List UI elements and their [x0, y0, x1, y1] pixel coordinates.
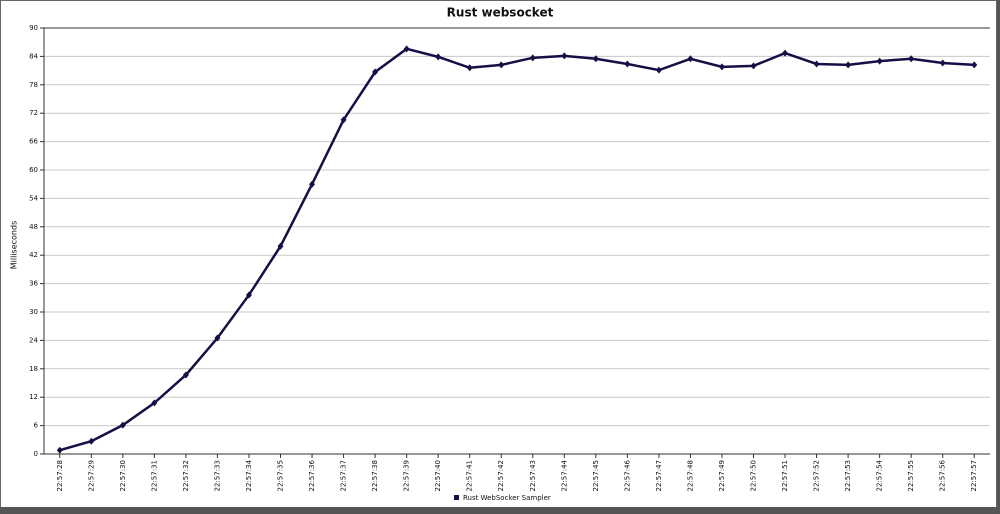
x-tick-label: 22:57:55 [907, 460, 915, 491]
data-point [687, 55, 694, 63]
x-tick-label: 22:57:40 [434, 460, 442, 491]
x-tick-label: 22:57:56 [939, 459, 947, 491]
x-tick-label: 22:57:28 [56, 460, 64, 491]
x-tick-label: 22:57:34 [245, 459, 253, 491]
y-tick-label: 6 [34, 422, 39, 430]
data-point [939, 59, 946, 67]
x-tick-label: 22:57:54 [876, 459, 884, 491]
data-point [876, 57, 883, 65]
y-tick-label: 48 [29, 223, 38, 231]
data-point [971, 61, 978, 69]
bottom-bar [0, 507, 1000, 514]
data-point [718, 63, 725, 71]
data-point [372, 68, 379, 76]
data-point [245, 291, 252, 299]
data-point [592, 55, 599, 63]
x-tick-label: 22:57:49 [718, 460, 726, 491]
x-tick-label: 22:57:50 [750, 460, 758, 491]
data-point [750, 62, 757, 70]
y-tick-label: 66 [29, 138, 38, 146]
x-tick-label: 22:57:52 [813, 460, 821, 491]
y-axis-label: Milliseconds [10, 221, 19, 270]
x-tick-label: 22:57:46 [623, 459, 631, 491]
data-point [655, 66, 662, 74]
y-tick-label: 12 [29, 393, 38, 401]
data-point [403, 45, 410, 53]
x-tick-label: 22:57:33 [213, 460, 221, 491]
x-tick-label: 22:57:57 [970, 460, 978, 491]
data-point [845, 61, 852, 69]
series-line [59, 47, 975, 452]
y-tick-label: 24 [29, 336, 38, 344]
x-tick-label: 22:57:53 [844, 460, 852, 491]
x-tick-label: 22:57:47 [655, 460, 663, 491]
data-point [561, 52, 568, 60]
data-point [813, 60, 820, 68]
y-tick-label: 60 [29, 166, 38, 174]
y-tick-label: 42 [29, 251, 38, 259]
x-tick-label: 22:57:39 [403, 460, 411, 491]
data-point [908, 55, 915, 63]
x-tick-label: 22:57:30 [119, 460, 127, 491]
x-tick-label: 22:57:48 [686, 460, 694, 491]
x-tick-label: 22:57:45 [592, 460, 600, 491]
x-tick-label: 22:57:38 [371, 460, 379, 491]
chart-title: Rust websocket [447, 6, 554, 20]
y-tick-label: 84 [29, 52, 38, 60]
data-point [624, 60, 631, 68]
y-tick-label: 36 [29, 280, 38, 288]
data-point [435, 53, 442, 61]
x-tick-label: 22:57:36 [308, 459, 316, 491]
y-tick-label: 18 [29, 365, 38, 373]
x-tick-label: 22:57:35 [277, 460, 285, 491]
x-tick-label: 22:57:37 [340, 460, 348, 491]
data-point [151, 399, 158, 407]
y-tick-label: 72 [29, 109, 38, 117]
x-tick-label: 22:57:43 [529, 460, 537, 491]
x-tick-label: 22:57:44 [560, 459, 568, 491]
legend-swatch [454, 495, 459, 500]
x-tick-label: 22:57:31 [150, 460, 158, 491]
data-point [340, 116, 347, 124]
data-point [214, 334, 221, 342]
data-point [309, 180, 316, 188]
data-point [56, 446, 63, 454]
x-tick-label: 22:57:29 [87, 460, 95, 491]
data-point [466, 64, 473, 72]
data-point [782, 49, 789, 57]
x-tick-label: 22:57:42 [497, 460, 505, 491]
x-tick-label: 22:57:51 [781, 460, 789, 491]
y-tick-label: 30 [29, 308, 38, 316]
data-point [182, 371, 189, 379]
data-point [529, 54, 536, 62]
data-point [498, 61, 505, 69]
y-tick-label: 90 [29, 24, 38, 32]
x-tick-label: 22:57:32 [182, 460, 190, 491]
legend-label: Rust WebSocker Sampler [463, 494, 551, 502]
data-point [277, 242, 284, 250]
right-bar [997, 0, 1000, 514]
data-point [88, 437, 95, 445]
y-tick-label: 54 [29, 194, 38, 202]
y-tick-label: 78 [29, 81, 38, 89]
x-tick-label: 22:57:41 [466, 460, 474, 491]
data-point [119, 421, 126, 429]
y-tick-label: 0 [34, 450, 38, 458]
